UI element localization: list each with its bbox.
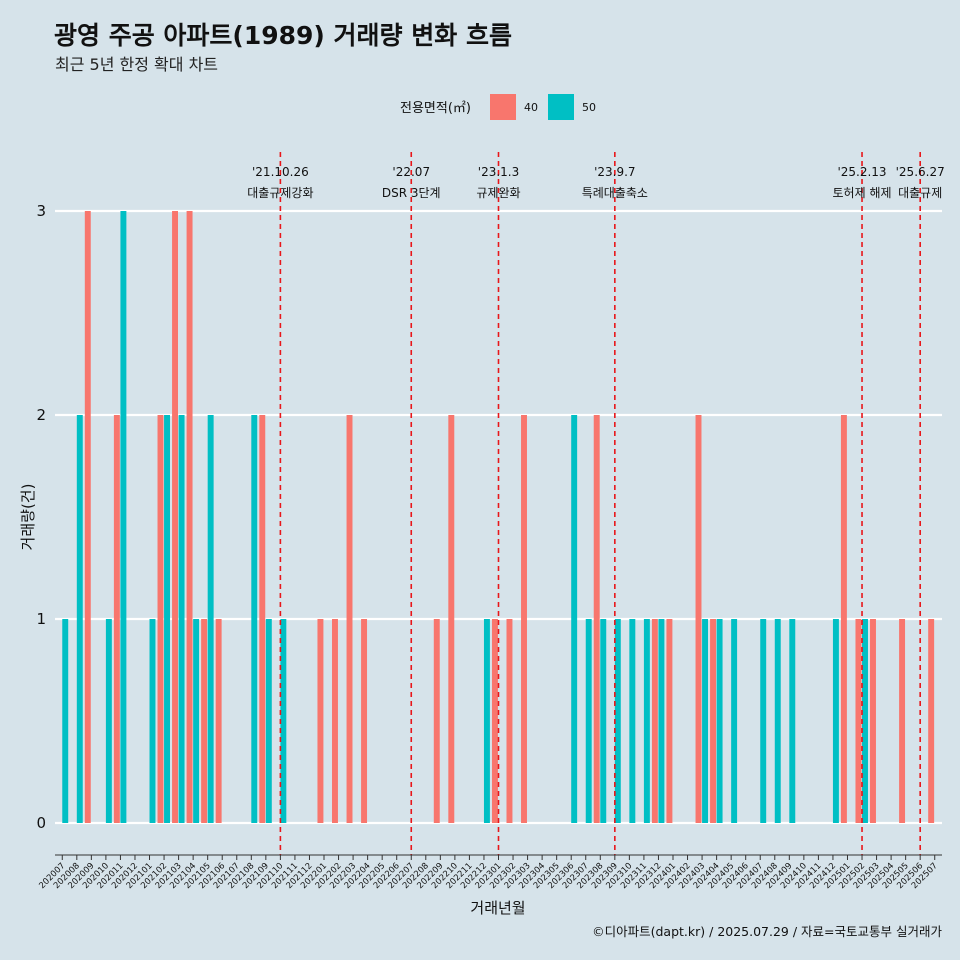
bar-50-202405 (731, 619, 738, 823)
annotation-label: 대출규제강화 (247, 186, 313, 200)
bar-50-202105 (207, 415, 214, 823)
bar-50-202102 (164, 415, 171, 823)
bar-50-202309 (614, 619, 621, 823)
bar-50-202409 (789, 619, 796, 823)
annotation-lines (279, 152, 921, 855)
legend-swatch-40 (490, 94, 516, 120)
bar-50-202408 (774, 619, 781, 823)
y-axis: 0 1 2 3 (36, 202, 46, 832)
bar-40-202312 (651, 619, 658, 823)
bar-50-202403 (702, 619, 709, 823)
bar-50-202412 (832, 619, 839, 823)
bar-40-202303 (521, 415, 527, 823)
bar-40-202105 (201, 619, 208, 823)
legend-label-40: 40 (524, 101, 538, 114)
bar-50-202101 (149, 619, 156, 823)
bar-50-202109 (265, 619, 272, 823)
legend-title: 전용면적(㎡) (400, 101, 471, 116)
bar-50-202010 (105, 619, 112, 823)
legend-label-50: 50 (582, 101, 596, 114)
bar-40-202404 (710, 619, 717, 823)
bar-50-202311 (643, 619, 650, 823)
annotation-date: '21.10.26 (252, 165, 309, 179)
annotation-date: '22.07 (392, 165, 430, 179)
chart-subtitle: 최근 5년 한정 확대 차트 (55, 55, 218, 74)
bars (62, 211, 935, 823)
bar-50-202308 (600, 619, 607, 823)
bar-50-202104 (193, 619, 200, 823)
bar-50-202108 (251, 415, 258, 823)
bar-50-202404 (716, 619, 723, 823)
bar-50-202307 (585, 619, 592, 823)
chart-title: 광영 주공 아파트(1989) 거래량 변화 흐름 (54, 21, 512, 50)
bar-50-202011 (120, 211, 127, 823)
bar-50-202110 (280, 619, 287, 823)
y-tick-label: 3 (36, 202, 46, 220)
annotation-date: '23.1.3 (478, 165, 519, 179)
annotation-label: 토허제 해제 (833, 186, 892, 200)
bar-40-202210 (448, 415, 455, 823)
y-tick-label: 2 (36, 406, 46, 424)
bar-40-202204 (361, 619, 368, 823)
bar-40-202505 (899, 619, 906, 823)
bar-50-202103 (178, 415, 185, 823)
legend: 전용면적(㎡) 40 50 (400, 94, 596, 120)
annotation-label: 특례대출축소 (582, 186, 648, 200)
bar-40-202301 (491, 619, 498, 823)
bar-40-202009 (84, 211, 91, 823)
bar-40-202203 (346, 415, 353, 823)
bar-40-202104 (186, 211, 193, 823)
x-axis: 2020072020082020092020102020112020122021… (37, 854, 942, 891)
y-tick-label: 0 (36, 814, 46, 832)
bar-40-202403 (695, 415, 702, 823)
annotations: '21.10.26 대출규제강화 '22.07 DSR 3단계 '23.1.3 규제완화 '… (247, 165, 944, 200)
annotation-label: DSR 3단계 (382, 186, 441, 200)
x-axis-label: 거래년월 (470, 899, 525, 917)
annotation-date: '23.9.7 (594, 165, 635, 179)
bar-40-202201 (317, 619, 324, 823)
bar-40-202302 (506, 619, 513, 823)
bar-50-202310 (629, 619, 636, 823)
legend-swatch-50 (548, 94, 574, 120)
annotation-label: 대출규제 (898, 186, 942, 200)
bar-40-202106 (215, 619, 222, 823)
bar-50-202407 (760, 619, 767, 823)
y-axis-label: 거래량(건) (19, 484, 37, 551)
bar-50-202008 (76, 415, 83, 823)
caption: ©디아파트(dapt.kr) / 2025.07.29 / 자료=국토교통부 실… (592, 924, 942, 939)
bar-50-202306 (571, 415, 578, 823)
bar-50-202312 (658, 619, 665, 823)
bar-40-202308 (593, 415, 600, 823)
bar-40-202202 (332, 619, 338, 823)
annotation-label: 규제완화 (476, 186, 520, 200)
annotation-date: '25.6.27 (896, 165, 945, 179)
bar-40-202507 (928, 619, 935, 823)
bar-40-202502 (855, 619, 862, 823)
bar-50-202007 (62, 619, 69, 823)
bar-40-202501 (840, 415, 847, 823)
bar-50-202212 (483, 619, 490, 823)
bar-40-202103 (172, 211, 178, 823)
bar-40-202011 (113, 415, 120, 823)
annotation-date: '25.2.13 (837, 165, 886, 179)
bar-40-202503 (870, 619, 876, 823)
bar-40-202209 (433, 619, 440, 823)
bar-40-202401 (666, 619, 673, 823)
bar-40-202102 (157, 415, 164, 823)
y-tick-label: 1 (36, 610, 46, 628)
bar-50-202502 (862, 619, 868, 823)
bar-40-202109 (259, 415, 266, 823)
